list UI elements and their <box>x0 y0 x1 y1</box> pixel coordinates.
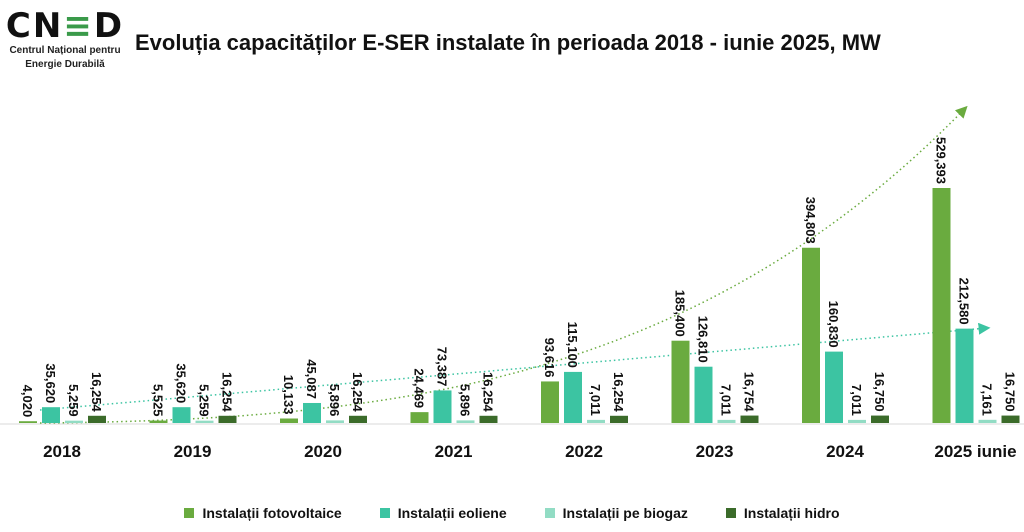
legend-swatch <box>379 508 390 518</box>
legend-item: Instalații eoliene <box>379 505 507 521</box>
category-label: 2018 <box>43 442 81 461</box>
bar <box>218 415 237 423</box>
chart-title: Evoluția capacităților E-SER instalate î… <box>135 30 881 55</box>
category-label: 2019 <box>174 442 212 461</box>
data-label: 7,011 <box>719 384 734 416</box>
data-label: 5,896 <box>458 384 473 417</box>
bar <box>610 415 628 423</box>
data-label: 45,087 <box>304 359 319 399</box>
data-label: 529,393 <box>934 137 949 184</box>
data-label: 93,616 <box>542 338 557 378</box>
bar <box>541 381 559 423</box>
data-label: 7,011 <box>849 384 864 416</box>
bar <box>1001 415 1020 423</box>
legend-label: Instalații hidro <box>743 505 840 521</box>
data-label: 7,161 <box>980 383 995 416</box>
data-label: 5,896 <box>327 384 342 417</box>
bar <box>717 419 736 423</box>
data-label: 16,254 <box>350 372 365 413</box>
data-label: 126,810 <box>696 316 711 363</box>
bar <box>195 420 214 423</box>
legend-item: Instalații pe biogaz <box>544 505 688 521</box>
cned-logo: CN≡D Centrul Național pentru Energie Dur… <box>0 8 130 72</box>
legend-label: Instalații fotovoltaice <box>202 505 342 521</box>
data-label: 7,011 <box>588 384 603 416</box>
data-label: 212,580 <box>957 278 972 325</box>
legend-item: Instalații hidro <box>725 505 840 521</box>
bar <box>479 415 498 423</box>
bar <box>19 421 37 423</box>
bar <box>694 366 713 423</box>
bar <box>326 420 344 423</box>
data-label: 16,754 <box>742 372 757 413</box>
bar <box>349 415 367 423</box>
data-label: 16,750 <box>872 372 887 412</box>
bar <box>587 419 605 423</box>
legend-swatch <box>544 508 555 518</box>
data-label: 16,750 <box>1003 372 1018 412</box>
bar <box>871 415 889 423</box>
bar <box>280 418 298 423</box>
logo-line-1: Centrul Național pentru <box>9 45 121 56</box>
bar <box>955 328 974 423</box>
data-label: 73,387 <box>435 347 450 387</box>
data-label: 185,400 <box>673 290 688 337</box>
bar <box>932 188 951 423</box>
legend-swatch <box>184 508 195 518</box>
data-label: 16,254 <box>89 372 104 413</box>
data-label: 160,830 <box>826 301 841 348</box>
legend-label: Instalații pe biogaz <box>562 505 688 521</box>
data-label: 10,133 <box>281 375 296 415</box>
category-label: 2025 iunie <box>934 442 1016 461</box>
bar <box>671 340 690 423</box>
data-label: 35,620 <box>43 363 58 403</box>
data-label: 5,259 <box>66 384 81 417</box>
bar <box>825 351 843 423</box>
bar <box>65 420 83 423</box>
data-label: 16,254 <box>611 372 626 413</box>
bar <box>433 390 452 423</box>
bar <box>802 247 820 423</box>
legend-item: Instalații fotovoltaice <box>184 505 342 521</box>
category-label: 2022 <box>565 442 603 461</box>
data-label: 394,803 <box>803 197 818 244</box>
data-label: 16,254 <box>481 372 496 413</box>
bar <box>740 415 759 423</box>
bar <box>172 407 191 423</box>
data-label: 16,254 <box>220 372 235 413</box>
bar <box>42 407 60 423</box>
bar <box>848 419 866 423</box>
data-label: 4,020 <box>20 385 35 418</box>
bar <box>88 415 106 423</box>
bar <box>564 371 582 423</box>
category-label: 2024 <box>826 442 864 461</box>
data-label: 35,620 <box>174 363 189 403</box>
legend-label: Instalații eoliene <box>397 505 507 521</box>
bar <box>410 412 429 423</box>
data-label: 115,100 <box>565 322 580 368</box>
legend-swatch <box>725 508 736 518</box>
trendline-fotovoltaice <box>39 105 968 424</box>
bar <box>456 420 475 423</box>
category-label: 2020 <box>304 442 342 461</box>
bar <box>978 419 997 423</box>
category-label: 2023 <box>696 442 734 461</box>
bar <box>149 420 168 423</box>
logo-line-2: Energie Durabilă <box>25 59 105 70</box>
bar <box>303 402 321 423</box>
trendline-eoliene <box>39 322 991 411</box>
legend: Instalații fotovoltaice Instalații eolien… <box>0 505 1024 521</box>
category-label: 2021 <box>435 442 473 461</box>
data-label: 5,525 <box>151 384 166 417</box>
data-label: 5,259 <box>197 384 212 417</box>
data-label: 24,469 <box>412 368 427 408</box>
logo-mark: CN≡D <box>5 6 125 46</box>
